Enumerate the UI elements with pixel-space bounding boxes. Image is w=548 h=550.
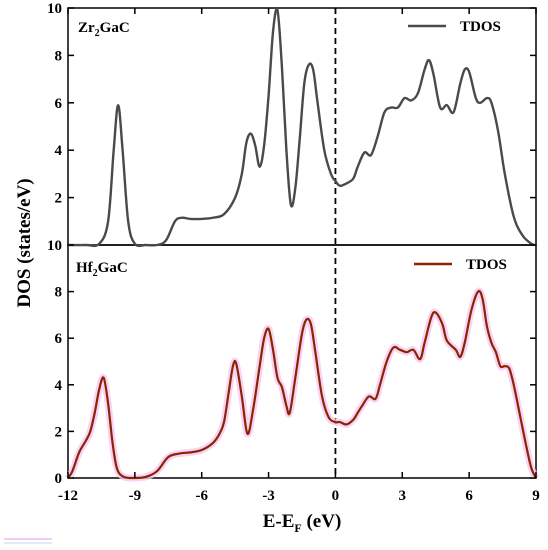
- axis-tick-labels: -12 -9 -6 -3 0 3 6 9 10 8 6 4 2 10 8 6 4 2 0: [47, 1, 540, 504]
- x-tick-label: 3: [399, 488, 407, 504]
- x-tick-label: -12: [58, 488, 78, 504]
- y-axis-title: DOS (states/eV): [14, 178, 35, 307]
- x-axis-title: E-EF (eV): [263, 511, 342, 535]
- axis-ticks: [67, 7, 537, 479]
- y-tick-label: 6: [55, 96, 63, 112]
- x-tick-label: -3: [262, 488, 275, 504]
- y-tick-label: 8: [55, 48, 63, 64]
- y-tick-label: 10: [47, 1, 62, 17]
- bottom-legend-label: TDOS: [466, 257, 507, 273]
- x-tick-label: 0: [332, 488, 340, 504]
- y-tick-label: 6: [55, 331, 63, 347]
- y-tick-label: 2: [55, 424, 63, 440]
- y-tick-label: 2: [55, 191, 63, 207]
- top-tdos-curve: [67, 7, 537, 248]
- bottom-panel-label: Hf2GaC: [76, 260, 128, 279]
- bottom-tdos-highlight: [65, 287, 540, 482]
- y-tick-label: 10: [47, 238, 62, 254]
- top-legend-label: TDOS: [460, 19, 501, 35]
- x-tick-label: 6: [465, 488, 473, 504]
- x-tick-label: -9: [129, 488, 142, 504]
- top-panel-label: Zr2GaC: [78, 20, 130, 39]
- x-tick-label: 9: [532, 488, 540, 504]
- top-panel-frame: [67, 7, 537, 246]
- y-tick-label: 0: [55, 471, 63, 487]
- y-tick-label: 4: [55, 378, 63, 394]
- x-tick-label: -6: [195, 488, 208, 504]
- y-tick-label: 8: [55, 285, 63, 301]
- y-tick-label: 4: [55, 143, 63, 159]
- bottom-tdos-curve: [67, 289, 537, 480]
- bottom-panel-frame: [67, 244, 537, 479]
